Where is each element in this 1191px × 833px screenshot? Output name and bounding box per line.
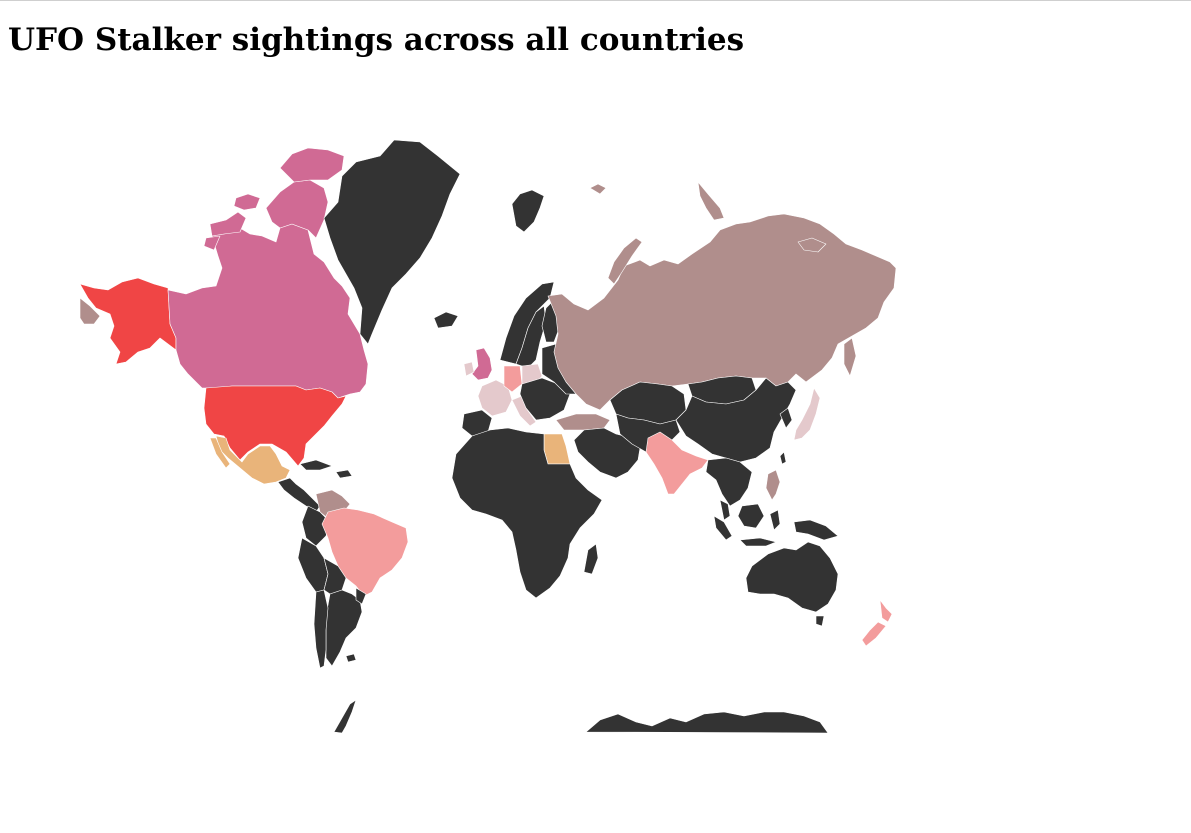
country-southeast-asia[interactable] (705, 457, 753, 507)
country-new-zealand-south[interactable] (861, 621, 887, 647)
country-france[interactable] (477, 379, 513, 417)
country-russia-novaya-zemlya[interactable] (607, 237, 643, 285)
country-mexico-baja[interactable] (209, 437, 231, 469)
country-greenland[interactable] (323, 139, 461, 345)
country-canada-ellesmere[interactable] (279, 147, 345, 183)
country-russia-east-tip[interactable] (80, 297, 101, 325)
country-colombia[interactable] (301, 505, 331, 547)
country-egypt[interactable] (543, 433, 571, 465)
country-new-zealand-north[interactable] (879, 599, 893, 623)
page-title: UFO Stalker sightings across all countri… (8, 22, 745, 58)
country-central-europe[interactable] (519, 377, 571, 421)
country-argentina[interactable] (325, 589, 363, 667)
country-philippines[interactable] (765, 469, 781, 501)
country-turkey[interactable] (555, 413, 611, 431)
country-papua-new-guinea[interactable] (793, 519, 839, 541)
country-cuba[interactable] (299, 459, 333, 471)
country-united-kingdom[interactable] (471, 347, 493, 381)
country-russia-new-siberian[interactable] (797, 237, 827, 253)
country-germany[interactable] (503, 365, 523, 393)
country-japan[interactable] (793, 387, 821, 441)
country-middle-east[interactable] (573, 427, 641, 479)
country-indonesia-borneo[interactable] (737, 503, 765, 529)
country-australia-tasmania[interactable] (815, 615, 825, 627)
country-central-america[interactable] (277, 477, 321, 513)
country-antarctica-peninsula[interactable] (333, 699, 357, 733)
country-uruguay[interactable] (355, 587, 367, 605)
country-peru[interactable] (297, 537, 329, 593)
country-india[interactable] (645, 431, 709, 495)
country-madagascar[interactable] (583, 543, 599, 575)
country-canada-north-isles-2[interactable] (203, 235, 221, 251)
country-canada-arctic-islands[interactable] (209, 211, 247, 237)
country-russia-franz-josef[interactable] (589, 183, 607, 195)
country-malay-peninsula[interactable] (719, 499, 731, 521)
country-norway-svalbard[interactable] (511, 189, 545, 233)
country-indonesia-java[interactable] (739, 537, 777, 547)
country-united-states-alaska[interactable] (80, 277, 177, 365)
country-australia[interactable] (745, 541, 839, 613)
country-north-africa[interactable] (451, 427, 603, 599)
top-divider (0, 0, 1191, 1)
country-antarctica-east[interactable] (585, 711, 829, 733)
country-indonesia-sumatra[interactable] (713, 515, 733, 541)
country-russia-sakhalin[interactable] (843, 337, 857, 377)
country-hispaniola[interactable] (335, 469, 353, 479)
country-falklands[interactable] (345, 653, 357, 663)
country-china[interactable] (675, 377, 797, 463)
country-iceland[interactable] (433, 311, 459, 329)
country-korea[interactable] (779, 407, 793, 429)
country-mexico[interactable] (215, 435, 291, 485)
country-chile[interactable] (313, 589, 329, 669)
country-indonesia-sulawesi[interactable] (769, 509, 781, 531)
country-canada-north-isles[interactable] (233, 193, 261, 211)
country-russia-severnaya[interactable] (697, 181, 725, 221)
country-ireland[interactable] (463, 361, 475, 377)
country-taiwan[interactable] (779, 451, 787, 465)
world-map[interactable] (80, 138, 897, 733)
